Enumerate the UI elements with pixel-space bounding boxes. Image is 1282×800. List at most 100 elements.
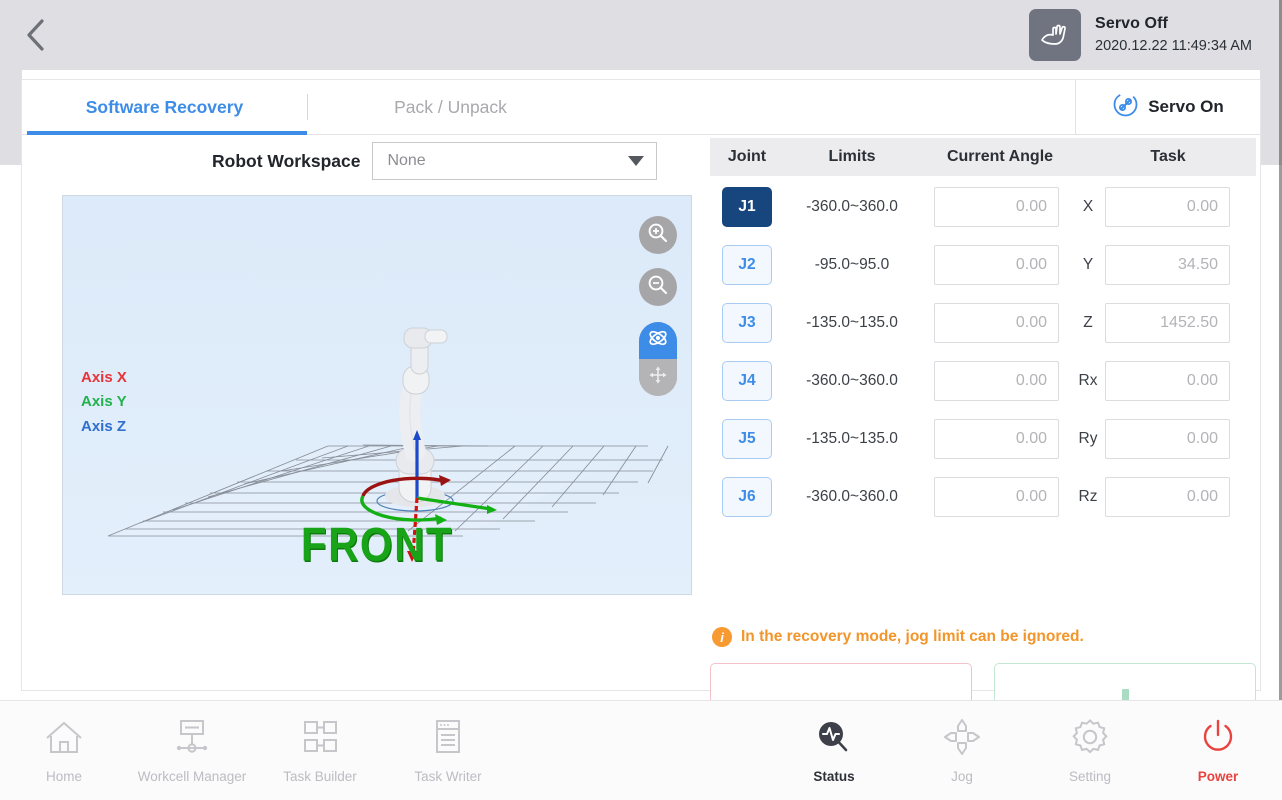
nav-item-jog[interactable]: Jog xyxy=(898,701,1026,800)
task-input-rx[interactable]: 0.00 xyxy=(1105,361,1230,401)
task-input-ry[interactable]: 0.00 xyxy=(1105,419,1230,459)
zoom-in-button[interactable] xyxy=(639,216,677,254)
joint-button-j4[interactable]: J4 xyxy=(722,361,772,401)
joint-button-j1[interactable]: J1 xyxy=(722,187,772,227)
top-status-bar: Servo Off 2020.12.22 11:49:34 AM xyxy=(0,0,1282,70)
tab-strip: Software Recovery Pack / Unpack Servo On xyxy=(22,80,1260,135)
current-angle-input-j2[interactable]: 0.00 xyxy=(934,245,1059,285)
workcell-icon xyxy=(170,717,214,762)
task-input-x[interactable]: 0.00 xyxy=(1105,187,1230,227)
zoom-out-button[interactable] xyxy=(639,268,677,306)
viewport-orientation-label: FRONT xyxy=(300,518,454,571)
table-row: J1 -360.0~360.0 0.00 X 0.00 xyxy=(710,182,1256,232)
task-builder-icon xyxy=(298,717,342,762)
left-pane: Robot Workspace None xyxy=(22,135,696,800)
header-task: Task xyxy=(1150,148,1186,165)
joint-limits-j3: -135.0~135.0 xyxy=(806,314,898,331)
header-joint: Joint xyxy=(727,148,767,165)
nav-item-power-label: Power xyxy=(1197,769,1239,784)
nav-item-jog-label: Jog xyxy=(951,769,973,784)
axis-legend: Axis X Axis Y Axis Z xyxy=(81,366,127,439)
task-axis-label-rx: Rx xyxy=(1078,372,1098,389)
joint-button-j4-label: J4 xyxy=(738,372,756,389)
task-axis-label-z: Z xyxy=(1083,314,1093,331)
joint-limits-j2: -95.0~95.0 xyxy=(814,256,890,273)
robot-workspace-value: None xyxy=(387,152,426,169)
main-card: Software Recovery Pack / Unpack Servo On xyxy=(22,80,1260,800)
axis-x-label: Axis X xyxy=(81,369,127,386)
zoom-in-icon xyxy=(647,222,669,249)
nav-item-workcell-manager[interactable]: Workcell Manager xyxy=(128,701,256,800)
joint-button-j3[interactable]: J3 xyxy=(722,303,772,343)
nav-item-power[interactable]: Power xyxy=(1154,701,1282,800)
robot-3d-viewport[interactable]: FRONT Axis X Axis Y Axis Z xyxy=(62,195,692,595)
back-button[interactable] xyxy=(0,0,70,70)
joint-button-j6-label: J6 xyxy=(738,488,756,505)
robot-workspace-row: Robot Workspace None xyxy=(212,141,682,181)
servo-link-icon xyxy=(1112,91,1139,123)
tab-pack-unpack-label: Pack / Unpack xyxy=(394,96,507,117)
recovery-notice: i In the recovery mode, jog limit can be… xyxy=(712,627,1084,647)
table-row: J2 -95.0~95.0 0.00 Y 34.50 xyxy=(710,240,1256,290)
nav-item-home-label: Home xyxy=(45,769,82,784)
table-row: J4 -360.0~360.0 0.00 Rx 0.00 xyxy=(710,356,1256,406)
current-angle-input-j3[interactable]: 0.00 xyxy=(934,303,1059,343)
joint-button-j6[interactable]: J6 xyxy=(722,477,772,517)
task-axis-label-ry: Ry xyxy=(1078,430,1098,447)
axis-z-label: Axis Z xyxy=(81,417,127,435)
nav-item-task-builder[interactable]: Task Builder xyxy=(256,701,384,800)
nav-item-home[interactable]: Home xyxy=(0,701,128,800)
nav-item-task-builder-label: Task Builder xyxy=(283,769,357,784)
jog-icon xyxy=(940,717,984,762)
home-icon xyxy=(42,717,86,762)
rotate-mode-icon xyxy=(647,327,669,354)
viewport-mode-toggle[interactable] xyxy=(639,322,677,396)
table-row: J6 -360.0~360.0 0.00 Rz 0.00 xyxy=(710,472,1256,522)
header-angle: Current Angle xyxy=(946,148,1054,165)
table-row: J5 -135.0~135.0 0.00 Ry 0.00 xyxy=(710,414,1256,464)
axis-gizmo xyxy=(360,430,497,562)
servo-status-cluster: Servo Off 2020.12.22 11:49:34 AM xyxy=(1029,9,1282,61)
nav-item-workcell-manager-label: Workcell Manager xyxy=(137,769,247,784)
servo-on-button[interactable]: Servo On xyxy=(1075,80,1260,134)
header-limits: Limits xyxy=(828,148,876,165)
task-input-z[interactable]: 1452.50 xyxy=(1105,303,1230,343)
current-angle-input-j5[interactable]: 0.00 xyxy=(934,419,1059,459)
current-angle-input-j1[interactable]: 0.00 xyxy=(934,187,1059,227)
current-angle-input-j4[interactable]: 0.00 xyxy=(934,361,1059,401)
task-input-y[interactable]: 34.50 xyxy=(1105,245,1230,285)
nav-item-status[interactable]: Status xyxy=(770,701,898,800)
joint-limits-j6: -360.0~360.0 xyxy=(806,488,898,505)
nav-item-status-label: Status xyxy=(813,769,855,784)
right-edge-border xyxy=(1279,0,1282,800)
zoom-out-icon xyxy=(647,274,669,301)
axis-y-label: Axis Y xyxy=(81,393,127,411)
rotate-mode-button[interactable] xyxy=(639,322,677,359)
status-icon xyxy=(812,717,856,762)
joint-table-header: Joint Limits Current Angle Task xyxy=(710,138,1256,176)
joint-button-j5[interactable]: J5 xyxy=(722,419,772,459)
pan-mode-button[interactable] xyxy=(639,359,677,396)
joint-button-j2[interactable]: J2 xyxy=(722,245,772,285)
nav-item-task-writer[interactable]: Task Writer xyxy=(384,701,512,800)
table-row: J3 -135.0~135.0 0.00 Z 1452.50 xyxy=(710,298,1256,348)
task-axis-label-rz: Rz xyxy=(1078,488,1098,505)
chevron-down-icon xyxy=(628,156,645,166)
current-angle-input-j6[interactable]: 0.00 xyxy=(934,477,1059,517)
nav-item-task-writer-label: Task Writer xyxy=(414,769,482,784)
task-axis-label-x: X xyxy=(1082,198,1094,215)
tab-pack-unpack[interactable]: Pack / Unpack xyxy=(308,80,593,134)
joint-limits-j4: -360.0~360.0 xyxy=(806,372,898,389)
tab-software-recovery[interactable]: Software Recovery xyxy=(22,80,307,135)
chevron-left-icon xyxy=(23,18,47,52)
robot-workspace-select[interactable]: None xyxy=(372,142,658,180)
nav-item-setting[interactable]: Setting xyxy=(1026,701,1154,800)
info-icon: i xyxy=(712,627,732,647)
joint-limits-j1: -360.0~360.0 xyxy=(806,198,898,215)
task-input-rz[interactable]: 0.00 xyxy=(1105,477,1230,517)
gray-gutter-right xyxy=(1260,70,1282,165)
pan-mode-icon xyxy=(647,364,669,391)
gear-icon xyxy=(1068,717,1112,762)
task-writer-icon xyxy=(426,717,470,762)
